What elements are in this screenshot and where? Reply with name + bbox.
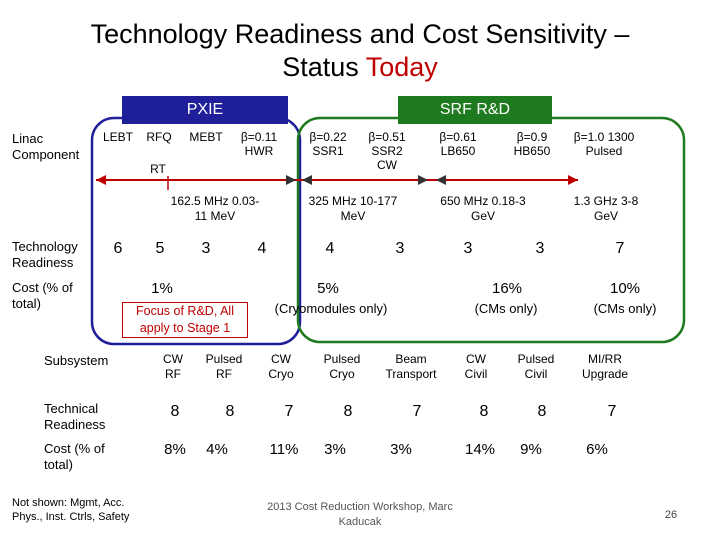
srf-outline [296, 116, 686, 344]
subsystem-cost: 8% [164, 441, 186, 458]
linac-component-label: Linac Component [12, 131, 80, 162]
subsystem-column: Pulsed RF [205, 352, 243, 381]
subsystem-label: Subsystem [44, 353, 109, 368]
arrowhead-right [568, 175, 578, 185]
subsystem-readiness: 7 [412, 403, 422, 420]
subsystem-cost: 9% [520, 441, 542, 458]
cost-1300: 10% [609, 280, 641, 297]
readiness-value: 3 [201, 240, 211, 257]
readiness-value: 3 [395, 240, 405, 257]
readiness-value: 5 [155, 240, 165, 257]
component-beta-10: β=1.0 1300 Pulsed [573, 130, 635, 158]
subsystem-readiness: 8 [343, 403, 353, 420]
focus-note: Focus of R&D, All apply to Stage 1 [122, 302, 248, 338]
component-beta-011: β=0.11 HWR [240, 130, 278, 158]
slide-title: Technology Readiness and Cost Sensitivit… [0, 18, 720, 84]
cost-label: Cost (% of total) [12, 280, 73, 311]
subsystem-cost: 14% [464, 441, 496, 458]
title-line-2: Status Today [282, 52, 438, 82]
readiness-value: 4 [257, 240, 267, 257]
subsystem-column: CW RF [163, 352, 183, 381]
readiness-value: 3 [463, 240, 473, 257]
subsystem-cost: 11% [269, 441, 299, 458]
component-beta-051: β=0.51 SSR2 CW [368, 130, 406, 172]
readiness-value: 4 [325, 240, 335, 257]
subsystem-column: CW Cryo [268, 352, 294, 381]
arrowhead-pair-4 [436, 175, 446, 185]
subsystem-cost: 6% [586, 441, 608, 458]
footer-credit: 2013 Cost Reduction Workshop, Marc Kaduc… [267, 501, 453, 528]
readiness-value: 7 [615, 240, 625, 257]
pxie-header: PXIE [122, 96, 288, 124]
page-number: 26 [664, 509, 678, 521]
subsystem-readiness: 7 [607, 403, 617, 420]
component-beta-09: β=0.9 HB650 [513, 130, 551, 158]
not-shown-note: Not shown: Mgmt, Acc. Phys., Inst. Ctrls… [12, 497, 130, 523]
cost-pxie: 1% [151, 280, 173, 297]
cost-650: 16% [491, 280, 523, 297]
subsystem-readiness: 8 [225, 403, 235, 420]
component-lebt: LEBT [102, 130, 133, 144]
frequency-1300: 1.3 GHz 3-8 GeV [572, 194, 640, 224]
component-mebt: MEBT [189, 130, 223, 144]
title-accent: Today [365, 52, 438, 82]
cost-1300-note: (CMs only) [593, 301, 657, 316]
component-rt: RT [146, 162, 170, 176]
subsystem-cost-label: Cost (% of total) [44, 441, 105, 472]
subsystem-cost: 4% [206, 441, 228, 458]
frequency-325: 325 MHz 10-177 MeV [308, 194, 398, 224]
subsystem-cost: 3% [324, 441, 346, 458]
subsystem-column: CW Civil [464, 352, 488, 381]
subsystem-cost: 3% [390, 441, 412, 458]
arrowhead-pair-2 [302, 175, 312, 185]
readiness-value: 3 [535, 240, 545, 257]
subsystem-readiness: 8 [170, 403, 180, 420]
frequency-650: 650 MHz 0.18-3 GeV [440, 194, 526, 224]
subsystem-tech-label: Technical Readiness [44, 401, 106, 432]
subsystem-column: Beam Transport [385, 352, 437, 381]
component-beta-061: β=0.61 LB650 [439, 130, 477, 158]
pxie-outline [90, 116, 302, 346]
cost-325: 5% [317, 280, 339, 297]
cost-325-note: (Cryomodules only) [274, 301, 388, 316]
frequency-162: 162.5 MHz 0.03-11 MeV [170, 194, 260, 224]
technology-readiness-label: Technology Readiness [12, 239, 78, 270]
srf-header: SRF R&D [398, 96, 552, 124]
arrowhead-left-1 [96, 175, 106, 185]
subsystem-readiness: 8 [479, 403, 489, 420]
readiness-value: 6 [113, 240, 123, 257]
subsystem-column: Pulsed Cryo [323, 352, 361, 381]
arrowhead-pair-3 [418, 175, 428, 185]
component-beta-022: β=0.22 SSR1 [309, 130, 347, 158]
cost-650-note: (CMs only) [474, 301, 538, 316]
subsystem-column: Pulsed Civil [517, 352, 555, 381]
subsystem-column: MI/RR Upgrade [581, 352, 629, 381]
title-line-1: Technology Readiness and Cost Sensitivit… [90, 19, 630, 49]
arrowhead-pair-1 [286, 175, 296, 185]
component-rfq: RFQ [146, 130, 172, 144]
subsystem-readiness: 8 [537, 403, 547, 420]
subsystem-readiness: 7 [284, 403, 294, 420]
